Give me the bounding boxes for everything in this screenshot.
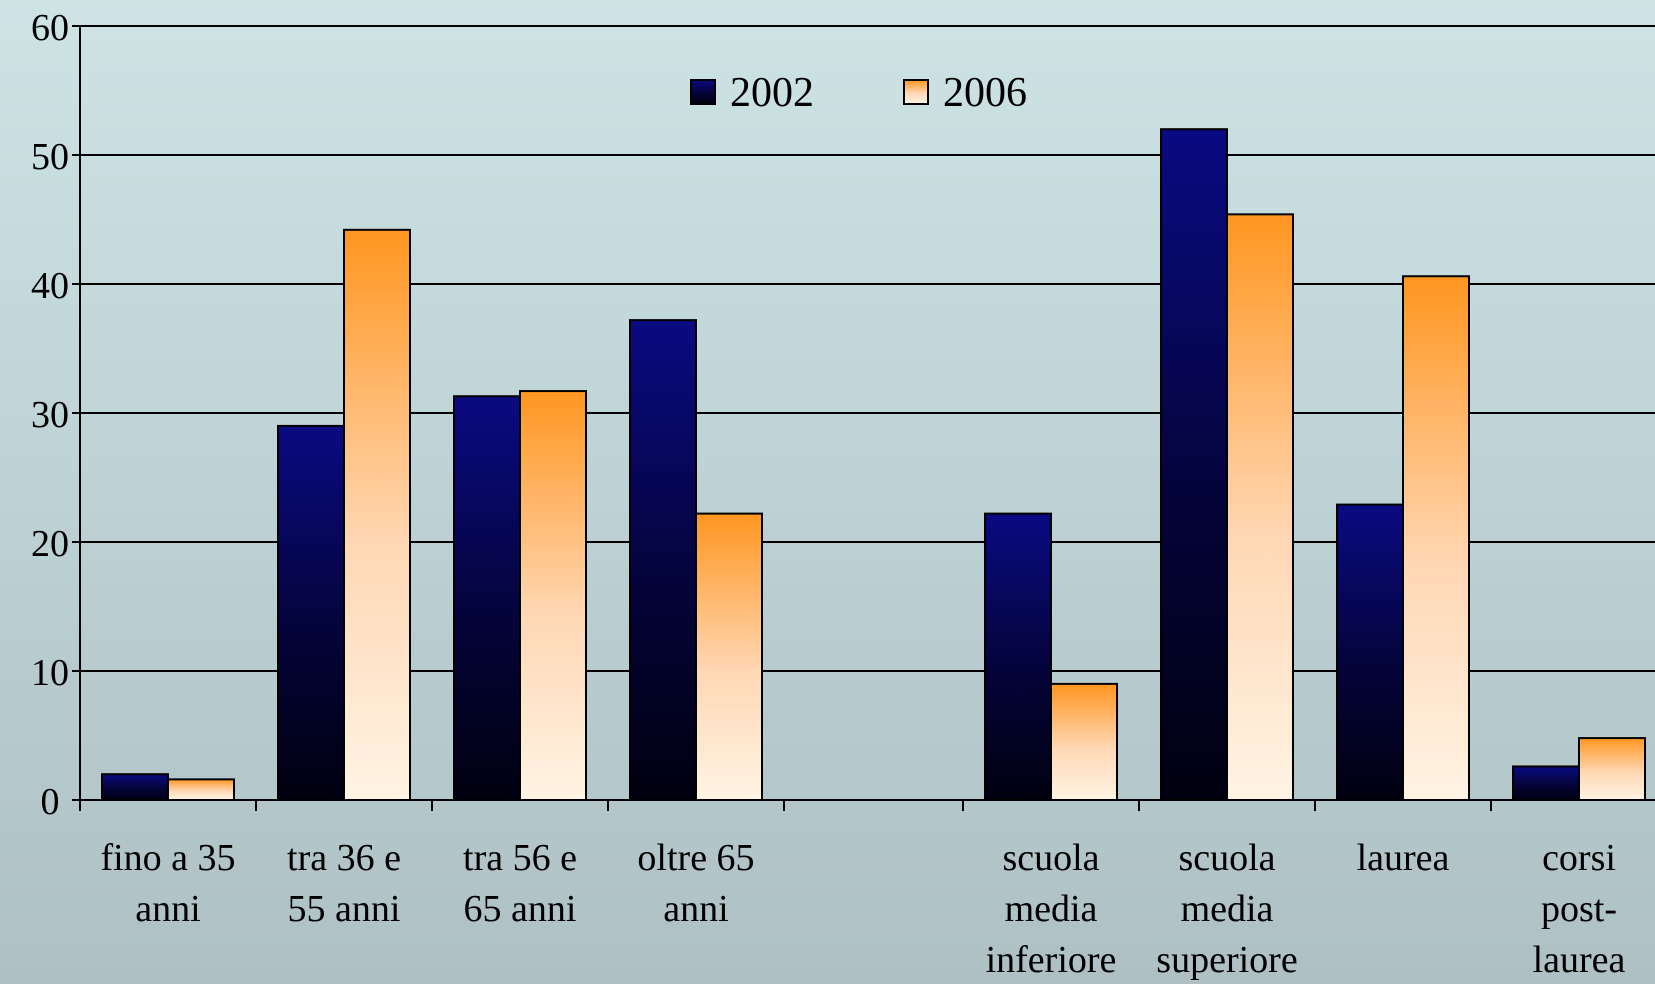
bar-2006: [1050, 682, 1118, 802]
legend: 2002 2006: [690, 70, 1027, 116]
y-tick-label: 60: [31, 7, 69, 49]
legend-swatch-2002: [690, 79, 716, 105]
x-tick-label: oltre 65: [637, 837, 754, 879]
x-tick-label: inferiore: [986, 939, 1117, 981]
x-tick-label: laurea: [1357, 837, 1450, 879]
x-tick-label: fino a 35: [100, 837, 235, 879]
bar-2002: [1512, 765, 1580, 802]
bar-2006: [1402, 275, 1470, 801]
x-tick-labels: fino a 35 anni tra 36 e 55 anni tra 56 e 65 a…: [100, 837, 1625, 981]
x-tick-label: media: [1005, 888, 1098, 930]
bar-2006: [167, 778, 235, 801]
bar-2002: [1160, 128, 1228, 801]
bar-2002: [277, 424, 345, 801]
y-tick-label: 20: [31, 523, 69, 565]
x-tick-label: scuola: [1002, 837, 1099, 879]
bar-2006: [343, 228, 411, 801]
x-tick-label: anni: [135, 888, 200, 930]
legend-label-2006: 2006: [943, 70, 1027, 116]
x-tick-label: corsi: [1542, 837, 1616, 879]
y-tick-label: 40: [31, 265, 69, 307]
bars: [101, 128, 1646, 802]
y-tick-label: 30: [31, 394, 69, 436]
legend-label-2002: 2002: [730, 70, 814, 116]
bar-2006: [695, 512, 763, 801]
x-tick-label: media: [1181, 888, 1274, 930]
axes: [72, 25, 1655, 811]
bar-2002: [984, 512, 1052, 801]
y-tick-labels: 0 10 20 30 40 50 60: [31, 7, 69, 823]
bar-2002: [101, 773, 169, 802]
x-tick-label: tra 36 e: [287, 837, 401, 879]
x-tick-label: scuola: [1178, 837, 1275, 879]
bar-2002: [453, 395, 521, 801]
x-tick-label: anni: [663, 888, 728, 930]
y-tick-label: 50: [31, 136, 69, 178]
x-tick-label: 55 anni: [288, 888, 401, 930]
y-tick-label: 10: [31, 652, 69, 694]
x-tick-label: laurea: [1533, 939, 1626, 981]
x-tick-label: 65 anni: [464, 888, 577, 930]
y-tick-label: 0: [41, 781, 60, 823]
bar-2006: [1226, 213, 1294, 801]
bar-2002: [1336, 503, 1404, 801]
x-tick-label: tra 56 e: [463, 837, 577, 879]
bar-2006: [1578, 737, 1646, 802]
legend-swatch-2006: [903, 79, 929, 105]
bar-2002: [629, 319, 697, 801]
x-tick-label: superiore: [1156, 939, 1297, 981]
x-tick-label: post-: [1541, 888, 1617, 930]
bar-2006: [519, 390, 587, 801]
